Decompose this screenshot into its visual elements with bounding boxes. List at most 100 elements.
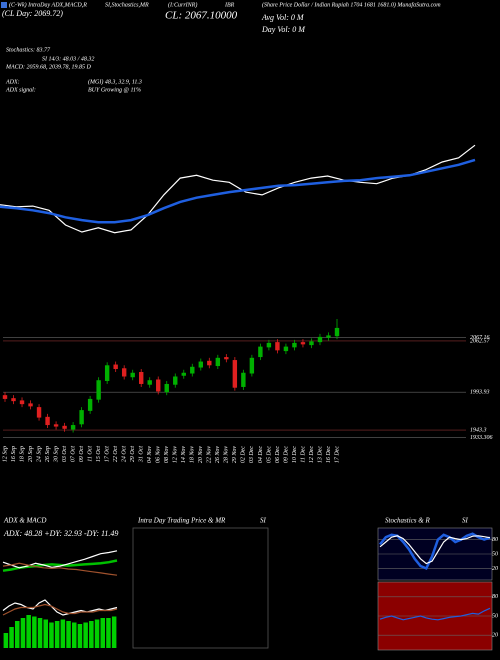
candle-body bbox=[11, 398, 16, 402]
bar bbox=[32, 616, 37, 648]
candle-body bbox=[28, 403, 33, 407]
x-tick-label: 17 Oct bbox=[105, 446, 111, 462]
candle-body bbox=[258, 346, 263, 358]
x-tick-label: 10 Dec bbox=[292, 446, 298, 463]
x-tick-label: 08 Nov bbox=[164, 446, 170, 464]
candle-body bbox=[96, 380, 101, 400]
header-text: IBR bbox=[224, 2, 235, 8]
series-line bbox=[0, 158, 476, 224]
candle-body bbox=[62, 425, 67, 429]
x-tick-label: 20 Sep bbox=[28, 446, 34, 462]
x-tick-label: 22 Nov bbox=[207, 446, 213, 464]
candle-body bbox=[173, 376, 178, 385]
y-tick-label: 1933.306 bbox=[470, 435, 493, 441]
close-price: CL: 2067.10000 bbox=[165, 10, 238, 22]
macd-text: MACD: 2059.68, 2039.78, 19.85 D bbox=[5, 64, 91, 70]
x-tick-label: 03 Oct bbox=[62, 446, 68, 462]
x-tick-label: 17 Dec bbox=[334, 446, 340, 463]
bar bbox=[26, 615, 31, 648]
x-tick-label: 04 Dec bbox=[257, 446, 264, 463]
candle-body bbox=[224, 357, 229, 360]
header-text: (I:CurrINR) bbox=[168, 1, 197, 8]
candle-body bbox=[207, 360, 212, 366]
candle-body bbox=[121, 368, 127, 377]
x-tick-label: 02 Dec bbox=[241, 446, 247, 463]
bar bbox=[66, 621, 71, 648]
avg-vol: Avg Vol: 0 M bbox=[261, 13, 305, 22]
series-line bbox=[2, 599, 118, 616]
x-tick-label: 16 Dec bbox=[326, 446, 332, 463]
candle-body bbox=[181, 372, 186, 376]
candle-body bbox=[130, 372, 135, 378]
candle-body bbox=[334, 327, 340, 337]
bar bbox=[43, 619, 48, 648]
bar bbox=[20, 618, 26, 648]
candle-body bbox=[164, 383, 169, 393]
y-tick-label: 1943.3 bbox=[470, 426, 487, 433]
bar bbox=[3, 633, 9, 648]
bar bbox=[72, 622, 77, 648]
candle-body bbox=[215, 357, 221, 367]
intraday-title: Intra Day Trading Price & MR bbox=[137, 517, 226, 525]
candle-body bbox=[139, 372, 144, 384]
x-tick-label: 28 Nov bbox=[224, 446, 230, 464]
candle-body bbox=[36, 407, 42, 418]
adx-text: ADX: bbox=[5, 79, 20, 85]
bar bbox=[49, 622, 54, 648]
bar bbox=[83, 622, 88, 648]
mgi-text: (MGI) 48.3, 32.9, 11.3 bbox=[88, 78, 142, 85]
x-tick-label: 13 Dec bbox=[317, 446, 323, 463]
bar bbox=[94, 619, 100, 648]
series-line bbox=[379, 607, 491, 621]
candle-body bbox=[45, 416, 50, 426]
candle-body bbox=[326, 335, 331, 338]
y-tick-label: 50 bbox=[492, 613, 498, 619]
close-day: (CL Day: 2069.72) bbox=[2, 9, 63, 18]
intraday-panel bbox=[132, 527, 269, 649]
x-tick-label: 06 Nov bbox=[156, 446, 162, 464]
candle-body bbox=[300, 342, 306, 345]
x-tick-label: 29 Nov bbox=[232, 446, 238, 464]
rsi-text: SI 14/3: 48.03 / 48.32 bbox=[42, 55, 94, 62]
x-tick-label: 26 Nov bbox=[215, 446, 221, 464]
x-tick-label: 18 Nov bbox=[190, 446, 196, 464]
bar bbox=[9, 627, 14, 648]
series-line bbox=[2, 550, 118, 569]
series-line bbox=[2, 603, 118, 616]
day-vol: Day Vol: 0 M bbox=[261, 25, 306, 34]
panel-title: Stochastics & R bbox=[385, 517, 430, 525]
candle-body bbox=[156, 379, 161, 392]
x-tick-label: 31 Oct bbox=[139, 446, 145, 463]
candle-body bbox=[113, 364, 118, 370]
x-tick-label: 12 Nov bbox=[173, 446, 179, 464]
x-tick-label: 29 Oct bbox=[130, 446, 136, 462]
y-tick-label: 80 bbox=[492, 537, 498, 543]
x-tick-label: 15 Oct bbox=[96, 446, 102, 462]
candle-body bbox=[53, 424, 59, 427]
candle-body bbox=[104, 365, 110, 381]
x-tick-label: 18 Sep bbox=[19, 446, 25, 462]
header-text: (C-Wk) IntraDay ADX,MACD,R bbox=[9, 1, 87, 8]
bar bbox=[37, 618, 43, 648]
candle-body bbox=[292, 342, 297, 348]
bar bbox=[89, 621, 94, 648]
x-tick-label: 24 Sep bbox=[35, 446, 42, 462]
buy-signal: BUY Growing @ 11% bbox=[88, 87, 141, 93]
bar bbox=[60, 619, 66, 648]
x-tick-label: 16 Sep bbox=[11, 446, 17, 462]
x-tick-label: 05 Dec bbox=[266, 446, 272, 463]
candle-body bbox=[309, 341, 314, 346]
y-tick-label: 20 bbox=[492, 566, 498, 572]
stoch-text: Stochastics: 83.77 bbox=[6, 47, 51, 53]
candle-body bbox=[79, 410, 84, 425]
series-line bbox=[2, 562, 118, 576]
candle-body bbox=[275, 342, 280, 351]
panel-subtitle: ADX: 48.28 +DY: 32.93 -DY: 11.49 bbox=[3, 529, 118, 538]
x-tick-label: 09 Dec bbox=[283, 446, 289, 463]
candle-body bbox=[283, 346, 289, 352]
x-tick-label: 24 Oct bbox=[121, 446, 128, 462]
x-tick-label: 20 Nov bbox=[198, 446, 204, 464]
intraday-title: SI bbox=[260, 517, 267, 525]
